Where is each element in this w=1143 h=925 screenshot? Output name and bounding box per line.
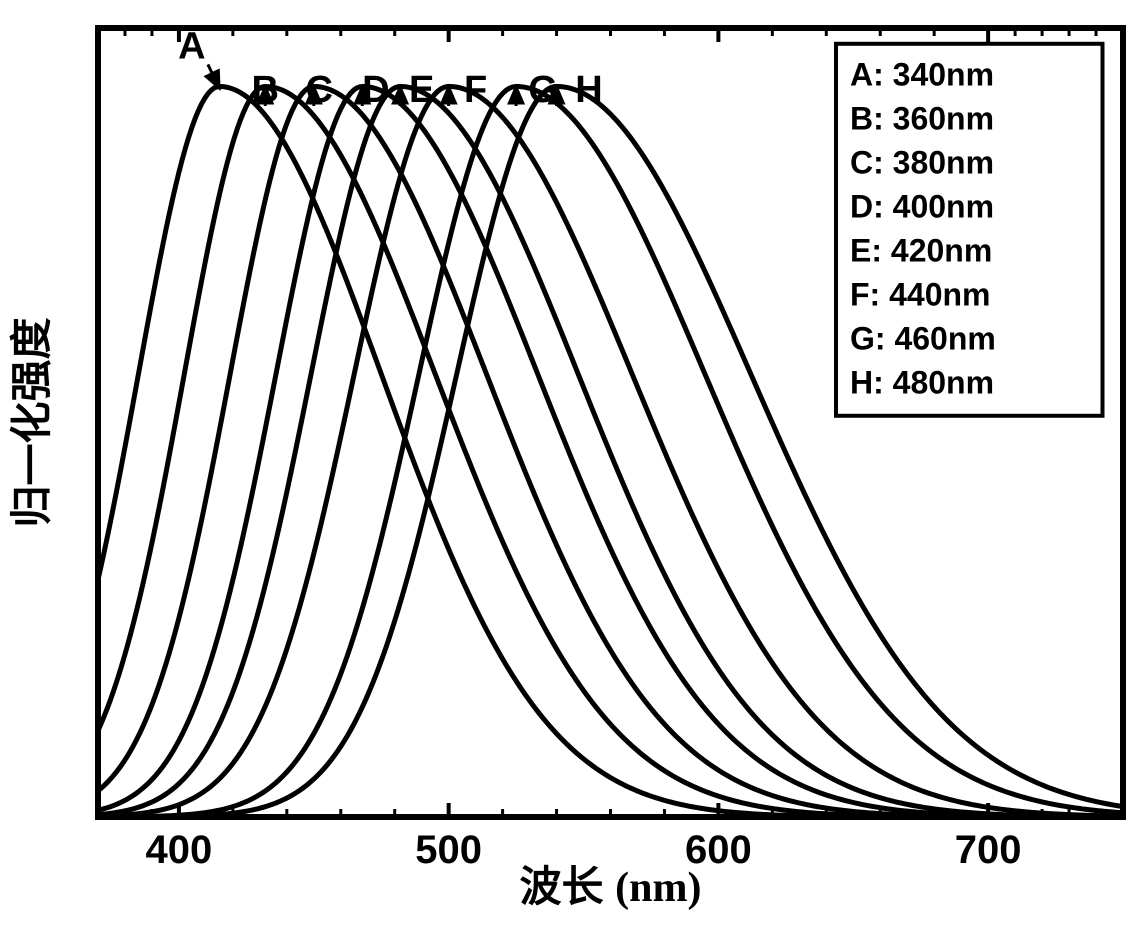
spectral-chart: 400500600700波长 (nm)归一化强度ABCDEFGHA: 340nm… [0,0,1143,925]
legend-item-G: G: 460nm [850,320,996,356]
curve-letter-H: H [575,69,602,111]
x-tick-label: 700 [955,828,1022,872]
x-tick-label: 400 [146,828,213,872]
legend-item-H: H: 480nm [850,364,994,400]
curve-letter-F: F [464,69,487,111]
chart-svg: 400500600700波长 (nm)归一化强度ABCDEFGHA: 340nm… [0,0,1143,925]
legend-item-B: B: 360nm [850,100,994,136]
y-axis-label: 归一化强度 [8,317,55,527]
curve-letter-C: C [305,69,332,111]
x-axis-label: 波长 (nm) [520,863,702,911]
curve-letter-G: G [528,69,558,111]
legend-item-C: C: 380nm [850,144,994,180]
legend-item-E: E: 420nm [850,232,992,268]
legend-item-F: F: 440nm [850,276,990,312]
legend-item-A: A: 340nm [850,56,994,92]
curve-letter-A: A [178,25,205,67]
x-tick-label: 500 [415,828,482,872]
curve-letter-D: D [362,69,389,111]
legend-item-D: D: 400nm [850,188,994,224]
curve-letter-E: E [409,69,434,111]
